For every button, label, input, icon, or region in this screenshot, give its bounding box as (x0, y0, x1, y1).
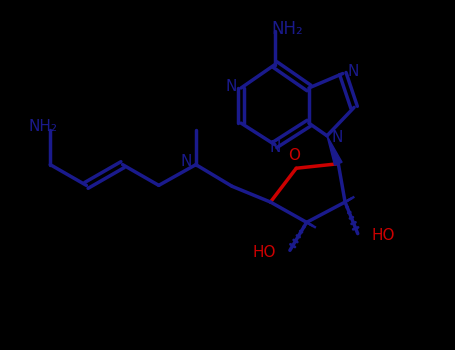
Text: N: N (269, 140, 281, 155)
Text: N: N (180, 154, 192, 168)
Text: O: O (288, 148, 300, 163)
Polygon shape (327, 136, 342, 165)
Text: N: N (225, 79, 237, 94)
Text: N: N (347, 64, 359, 79)
Text: HO: HO (253, 245, 276, 260)
Text: N: N (331, 130, 343, 145)
Text: HO: HO (371, 229, 395, 243)
Text: NH₂: NH₂ (272, 20, 303, 38)
Text: NH₂: NH₂ (29, 119, 58, 134)
